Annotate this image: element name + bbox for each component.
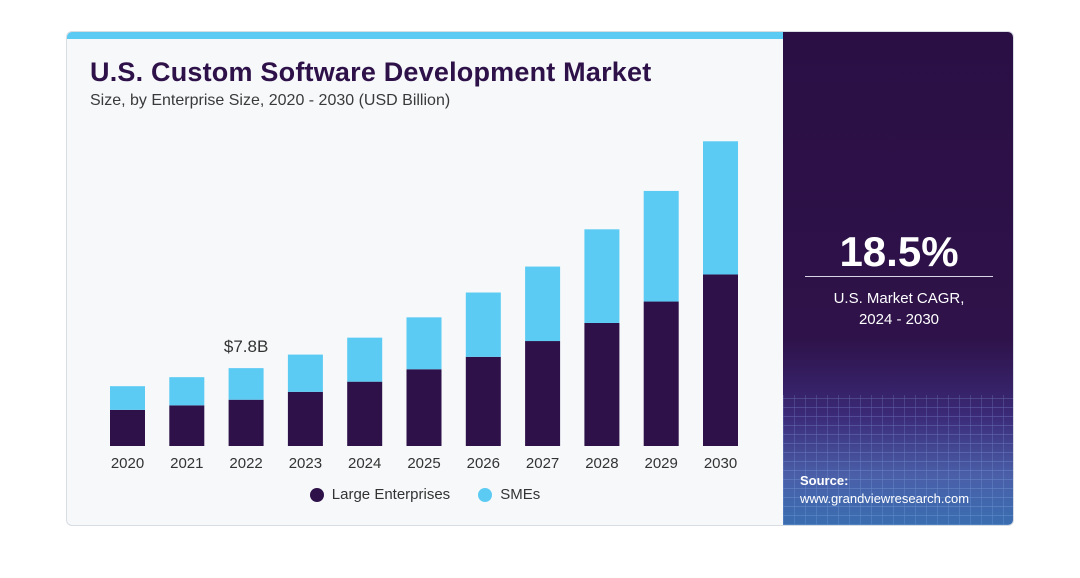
chart-title: U.S. Custom Software Development Market xyxy=(90,57,652,87)
x-tick-label: 2027 xyxy=(526,455,559,472)
bar-smes-2020 xyxy=(110,386,145,410)
bar-smes-2028 xyxy=(584,229,620,323)
bar-smes-2030 xyxy=(703,141,738,275)
x-tick-label: 2020 xyxy=(111,455,144,472)
bar-smes-2024 xyxy=(347,337,383,382)
cagr-label: U.S. Market CAGR, 2024 - 2030 xyxy=(783,288,1013,330)
x-tick-label: 2030 xyxy=(704,455,737,472)
bar-large-enterprises-2025 xyxy=(406,369,442,446)
x-tick-label: 2024 xyxy=(348,455,381,472)
x-tick-label: 2022 xyxy=(229,455,262,472)
x-tick-label: 2026 xyxy=(467,455,500,472)
bar-smes-2027 xyxy=(525,266,561,342)
x-tick-label: 2029 xyxy=(645,455,678,472)
x-tick-label: 2025 xyxy=(407,455,440,472)
infographic-card: U.S. Custom Software Development Market … xyxy=(66,31,1014,526)
cagr-label-line2: 2024 - 2030 xyxy=(858,311,940,328)
legend-label-smes: SMEs xyxy=(500,486,541,503)
bar-smes-2023 xyxy=(287,354,323,392)
bar-smes-2021 xyxy=(169,377,205,406)
bar-large-enterprises-2024 xyxy=(347,381,383,446)
bar-large-enterprises-2026 xyxy=(465,356,501,446)
legend-item-large-enterprises: Large Enterprises xyxy=(309,486,451,503)
bar-smes-2026 xyxy=(465,292,501,357)
source-block: Source: www.grandviewresearch.com xyxy=(800,472,969,508)
chart-legend: Large Enterprises SMEs xyxy=(67,486,783,503)
x-tick-label: 2028 xyxy=(585,455,618,472)
bar-smes-2025 xyxy=(406,317,442,370)
bar-large-enterprises-2027 xyxy=(525,341,561,446)
bar-large-enterprises-2021 xyxy=(169,405,205,446)
x-tick-label: 2021 xyxy=(170,455,203,472)
cagr-divider xyxy=(805,276,993,277)
chart-panel: U.S. Custom Software Development Market … xyxy=(67,32,783,525)
accent-bar xyxy=(67,32,783,39)
bar-large-enterprises-2022 xyxy=(228,399,264,446)
bar-large-enterprises-2029 xyxy=(643,301,679,446)
bar-smes-2029 xyxy=(643,190,679,302)
bar-large-enterprises-2028 xyxy=(584,322,620,446)
legend-label-large: Large Enterprises xyxy=(331,486,451,503)
bar-smes-2022 xyxy=(228,368,264,400)
source-url[interactable]: www.grandviewresearch.com xyxy=(800,491,970,506)
bar-large-enterprises-2030 xyxy=(703,274,738,446)
bar-large-enterprises-2020 xyxy=(110,409,145,446)
cagr-label-line1: U.S. Market CAGR, xyxy=(833,290,965,307)
legend-swatch-large xyxy=(309,487,324,502)
decorative-grid xyxy=(783,395,1013,525)
data-label-annotation: $7.8B xyxy=(224,337,268,356)
source-label: Source: xyxy=(800,473,849,488)
x-tick-label: 2023 xyxy=(289,455,322,472)
bar-large-enterprises-2023 xyxy=(287,391,323,446)
legend-item-smes: SMEs xyxy=(478,486,540,503)
chart-subtitle: Size, by Enterprise Size, 2020 - 2030 (U… xyxy=(90,92,451,109)
stacked-bar-chart: 2020 2021 2022 2023 2024 2025 2026 2027 2028 2029… xyxy=(110,141,738,472)
cagr-panel: 18.5% U.S. Market CAGR, 2024 - 2030 Sour… xyxy=(783,32,1013,525)
legend-swatch-smes xyxy=(478,487,493,502)
cagr-value: 18.5% xyxy=(839,228,959,275)
